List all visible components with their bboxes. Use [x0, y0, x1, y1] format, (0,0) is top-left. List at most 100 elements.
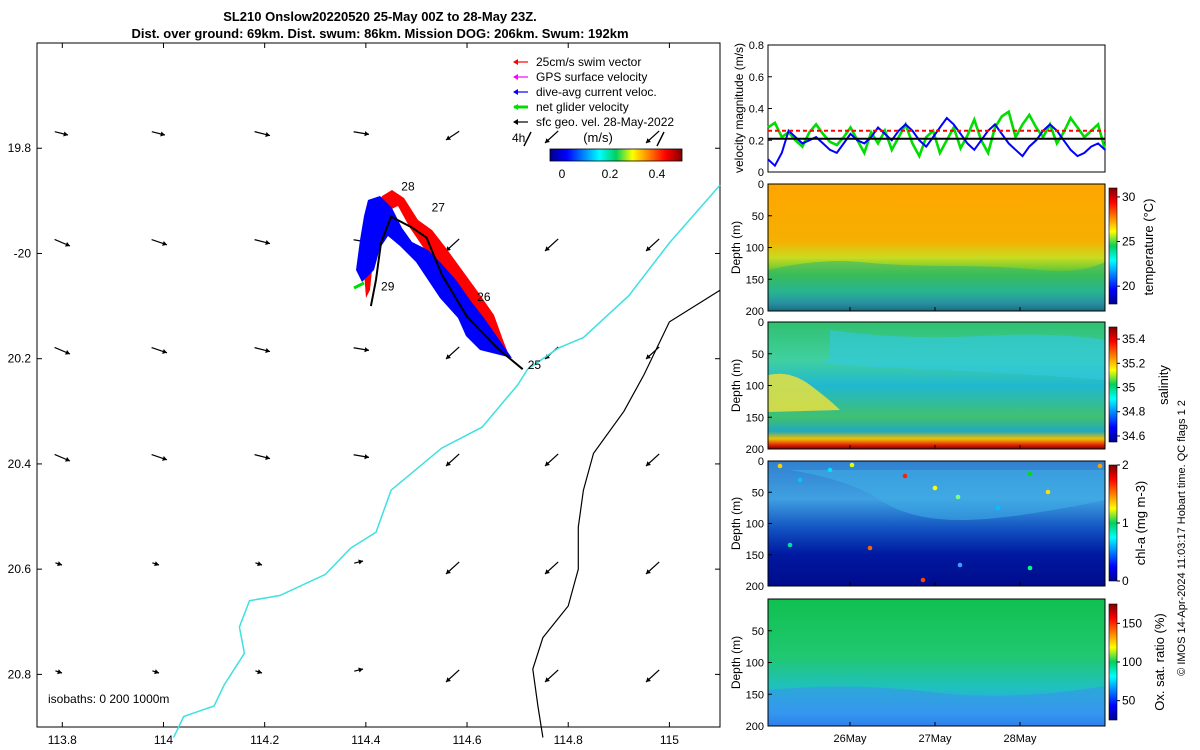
- depth-axis-label: Depth (m): [729, 497, 743, 550]
- map-panel: 113.8 114 114.2 114.4 114.6 114.8 115 19.8 -20 2…: [8, 42, 721, 747]
- map-y-tick-label: 20.6: [8, 562, 32, 576]
- sfc-velocity-arrow: [445, 453, 460, 467]
- sfc-velocity-arrow: [645, 130, 660, 144]
- depth-tick-label: 200: [746, 306, 764, 318]
- chlorophyll-colorbar-label: chl-a (mg m-3): [1133, 481, 1148, 566]
- speed-colorbar: [549, 148, 683, 162]
- glider-track-line: [369, 215, 524, 370]
- legend-label: sfc geo. vel. 28-May-2022: [536, 115, 674, 129]
- chl-sample-point: [867, 545, 873, 551]
- map-x-tick-label: 114: [154, 733, 173, 747]
- velocity-y-label: velocity magnitude (m/s): [732, 43, 746, 173]
- velocity-y-tick-label: 0.4: [749, 104, 764, 116]
- sfc-velocity-arrow: [254, 454, 271, 461]
- colorbar-tick-label: 30: [1122, 190, 1136, 204]
- sfc-velocity-arrow: [54, 131, 69, 137]
- map-x-axis: 113.8 114 114.2 114.4 114.6 114.8 115: [48, 43, 679, 747]
- sfc-velocity-arrow: [353, 347, 370, 353]
- salinity-colorbar: [1108, 326, 1118, 443]
- colorbar-tick-label: 0: [1122, 574, 1129, 588]
- colorbar-tick-label: 100: [1122, 655, 1142, 669]
- salinity-low-patch: [823, 330, 1105, 380]
- map-y-tick-label: 19.8: [8, 141, 32, 155]
- sfc-velocity-arrow: [254, 131, 271, 138]
- sfc-velocity-arrow: [645, 453, 660, 467]
- chl-sample-point: [849, 462, 855, 468]
- velocity-frame: [767, 44, 1106, 173]
- chl-sample-point: [1045, 489, 1051, 495]
- map-x-tick-label: 113.8: [48, 733, 77, 747]
- oxygen-colorbar: [1108, 603, 1118, 721]
- chl-sample-point: [787, 542, 793, 548]
- colorbar-tick-label: 50: [1122, 694, 1136, 708]
- colorbar-tick-label: 35.2: [1122, 356, 1146, 370]
- map-x-tick-label: 114.6: [452, 733, 481, 747]
- footer-timestamp: © IMOS 14-Apr-2024 11:03:17 Hobart time.…: [1176, 400, 1188, 676]
- depth-axis-label: Depth (m): [729, 359, 743, 412]
- depth-axis-label: Depth (m): [729, 221, 743, 274]
- chart-title-line2: Dist. over ground: 69km. Dist. swum: 86k…: [131, 26, 629, 41]
- time-tick-label: 26May: [833, 733, 867, 745]
- map-y-tick-label: 20.4: [8, 457, 32, 471]
- salinity-colorbar-label: salinity: [1156, 365, 1171, 405]
- sfc-velocity-arrow: [152, 669, 160, 675]
- chl-sample-point: [957, 562, 963, 568]
- chl-sample-point: [995, 505, 1001, 511]
- sfc-velocity-arrow: [445, 130, 460, 141]
- speed-colorbar-ticks: 0 0.2 0.4: [559, 167, 666, 181]
- map-y-tick-label: 20.2: [8, 352, 32, 366]
- chl-sample-point: [932, 485, 938, 491]
- speed-colorbar-tick: 0.2: [602, 167, 619, 181]
- sfc-velocity-arrow: [55, 561, 63, 567]
- track-day-label: 25: [528, 358, 542, 372]
- sfc-velocity-arrow: [445, 561, 460, 575]
- sfc-velocity-arrow: [544, 130, 559, 144]
- depth-tick-label: 150: [746, 274, 764, 286]
- sfc-velocity-arrow: [645, 669, 660, 683]
- chl-sample-point: [797, 477, 803, 483]
- depth-tick-label: 200: [746, 581, 764, 593]
- track-day-label: 29: [381, 279, 395, 293]
- legend-label: GPS surface velocity: [536, 70, 647, 84]
- depth-tick-label: 0: [758, 317, 764, 329]
- legend-label: 25cm/s swim vector: [536, 55, 641, 69]
- track-day-label: 26: [477, 290, 491, 304]
- depth-tick-label: 150: [746, 550, 764, 562]
- colorbar-tick-label: 34.6: [1122, 429, 1146, 443]
- legend-label: net glider velocity: [536, 100, 629, 114]
- legend-entry: GPS surface velocity: [513, 70, 647, 84]
- legend-entry: sfc geo. vel. 28-May-2022: [513, 115, 674, 129]
- depth-tick-label: 150: [746, 689, 764, 701]
- speed-colorbar-label: (m/s): [583, 130, 613, 145]
- map-x-tick-label: 114.2: [250, 733, 279, 747]
- chl-sample-point: [827, 467, 833, 473]
- colorbar-tick-label: 25: [1122, 235, 1136, 249]
- legend-entry: net glider velocity: [513, 100, 629, 114]
- velocity-y-tick-label: 0.6: [749, 72, 764, 84]
- sfc-velocity-arrow: [255, 669, 263, 675]
- speed-note: 4h: [512, 131, 525, 145]
- oxygen-deep-layer: [768, 686, 1105, 726]
- velocity-panel: 0 0.2 0.4 0.6 0.8 velocity magnitude (m/s): [732, 40, 1107, 179]
- colorbar-tick-label: 150: [1122, 616, 1142, 630]
- chlorophyll-surface-patch: [790, 470, 1105, 520]
- depth-tick-label: 0: [758, 456, 764, 468]
- colorbar-tick-label: 35.4: [1122, 332, 1146, 346]
- depth-tick-label: 200: [746, 721, 764, 733]
- sfc-velocity-arrow: [445, 346, 460, 360]
- map-x-tick-label: 114.8: [554, 733, 583, 747]
- chlorophyll-points: [777, 462, 1103, 583]
- chlorophyll-panel: [767, 460, 1106, 587]
- time-tick-label: 27May: [918, 733, 952, 745]
- oxygen-panel: [767, 598, 1106, 727]
- colorbar-tick-label: 34.8: [1122, 405, 1146, 419]
- temperature-colorbar: [1108, 187, 1118, 305]
- velocity-y-axis: 0 0.2 0.4 0.6 0.8: [749, 40, 772, 179]
- depth-tick-label: 50: [752, 626, 764, 638]
- scale-arrow-right: [656, 131, 665, 147]
- chl-sample-point: [777, 463, 783, 469]
- depth-tick-label: 150: [746, 412, 764, 424]
- sfc-velocity-arrow: [544, 453, 559, 467]
- temperature-colorbar-label: temperature (°C): [1141, 199, 1156, 296]
